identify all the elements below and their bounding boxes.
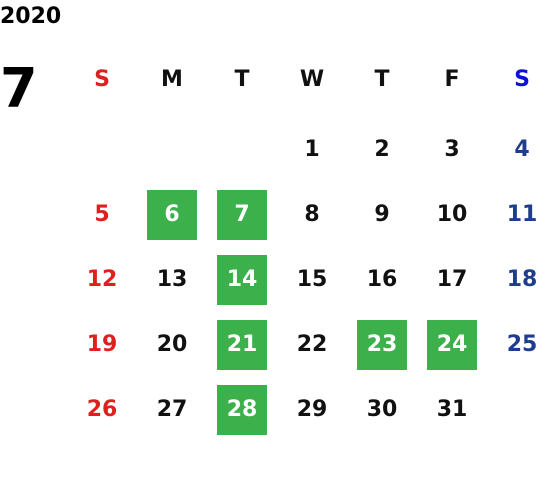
day: 27 bbox=[157, 397, 188, 422]
highlight bbox=[217, 190, 267, 240]
year: 2020 bbox=[0, 4, 61, 29]
day: 26 bbox=[87, 397, 118, 422]
day: 2 bbox=[374, 137, 389, 162]
day: 20 bbox=[157, 332, 188, 357]
highlight bbox=[217, 320, 267, 370]
day: 31 bbox=[437, 397, 468, 422]
weekday-header: W bbox=[300, 67, 324, 92]
day: 12 bbox=[87, 267, 118, 292]
day: 14 bbox=[227, 267, 258, 292]
day: 8 bbox=[304, 202, 319, 227]
day: 7 bbox=[234, 202, 249, 227]
day: 24 bbox=[437, 332, 468, 357]
month: 7 bbox=[0, 57, 38, 120]
day: 3 bbox=[444, 137, 459, 162]
weekday-header: M bbox=[161, 67, 183, 92]
highlight bbox=[357, 320, 407, 370]
day: 17 bbox=[437, 267, 468, 292]
weekday-header: T bbox=[374, 67, 389, 92]
weekday-header: F bbox=[444, 67, 459, 92]
day: 10 bbox=[437, 202, 468, 227]
day: 15 bbox=[297, 267, 328, 292]
day: 28 bbox=[227, 397, 258, 422]
weekday-header: S bbox=[514, 67, 530, 92]
day: 4 bbox=[514, 137, 529, 162]
day: 30 bbox=[367, 397, 398, 422]
day: 16 bbox=[367, 267, 398, 292]
highlight bbox=[217, 385, 267, 435]
day: 21 bbox=[227, 332, 258, 357]
day: 29 bbox=[297, 397, 328, 422]
highlight bbox=[217, 255, 267, 305]
weekday-header: S bbox=[94, 67, 110, 92]
highlight bbox=[147, 190, 197, 240]
highlight bbox=[427, 320, 477, 370]
day: 1 bbox=[304, 137, 319, 162]
day: 5 bbox=[94, 202, 109, 227]
day: 13 bbox=[157, 267, 188, 292]
day: 6 bbox=[164, 202, 179, 227]
day: 19 bbox=[87, 332, 118, 357]
day: 25 bbox=[507, 332, 538, 357]
day: 23 bbox=[367, 332, 398, 357]
day: 9 bbox=[374, 202, 389, 227]
day: 18 bbox=[507, 267, 538, 292]
day: 11 bbox=[507, 202, 538, 227]
weekday-header: T bbox=[234, 67, 249, 92]
day: 22 bbox=[297, 332, 328, 357]
